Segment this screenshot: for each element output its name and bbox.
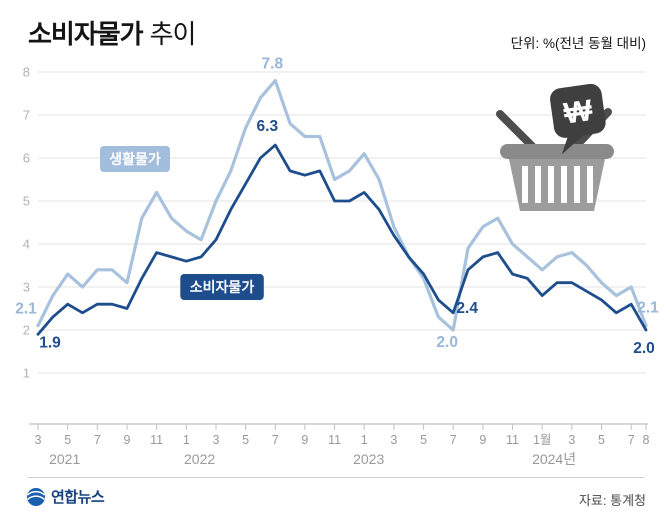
series-badge	[100, 146, 170, 172]
x-tick-label: 8	[643, 433, 650, 447]
won-symbol: ₩	[562, 94, 595, 131]
x-tick-label: 3	[35, 433, 42, 447]
x-tick-label: 7	[628, 433, 635, 447]
y-tick-label: 6	[23, 151, 30, 166]
y-tick-label: 1	[23, 366, 30, 381]
x-tick-label: 3	[568, 433, 575, 447]
basket-body	[509, 159, 605, 211]
series-badge-label: 소비자물가	[190, 279, 255, 295]
value-label: 7.8	[262, 56, 284, 73]
footer-divider	[28, 477, 644, 478]
year-label: 2022	[184, 451, 215, 467]
x-tick-label: 11	[150, 433, 163, 447]
series-badge-label: 생활물가	[109, 151, 161, 167]
y-tick-label: 2	[23, 323, 30, 338]
y-tick-label: 5	[23, 194, 30, 209]
series-line-living	[36, 78, 648, 332]
value-label: 2.1	[637, 300, 659, 317]
title-sub: 추이	[149, 19, 197, 49]
y-tick-label: 7	[23, 108, 30, 123]
x-tick-label: 3	[213, 433, 220, 447]
year-label: 2023	[353, 451, 384, 467]
y-tick-label: 3	[23, 280, 30, 295]
value-label: 6.3	[257, 118, 279, 135]
value-label: 1.9	[39, 334, 61, 351]
value-label: 2.0	[436, 334, 458, 351]
value-label: 2.1	[15, 301, 37, 318]
source-label: 자료: 통계청	[578, 493, 646, 508]
x-tick-label: 7	[272, 433, 279, 447]
year-label: 2024년	[532, 451, 576, 467]
y-tick-label: 8	[23, 65, 30, 80]
title-main: 소비자물가	[28, 19, 144, 49]
x-tick-label: 1월	[533, 433, 551, 447]
yonhap-globe-icon	[26, 487, 46, 506]
x-tick-label: 5	[598, 433, 605, 447]
x-tick-label: 5	[420, 433, 427, 447]
series-badge	[180, 274, 264, 300]
y-tick-label: 4	[23, 237, 30, 252]
won-speech-bubble: ₩	[550, 84, 606, 155]
unit-label: 단위: %(전년 동월 대비)	[510, 36, 646, 51]
x-tick-label: 7	[450, 433, 457, 447]
x-tick-label: 5	[242, 433, 249, 447]
x-tick-label: 11	[506, 433, 519, 447]
series-line-consumer	[36, 143, 648, 336]
x-tick-label: 1	[361, 433, 368, 447]
x-tick-label: 3	[390, 433, 397, 447]
basket-rim	[500, 144, 614, 159]
x-tick-label: 7	[94, 433, 101, 447]
x-tick-label: 5	[64, 433, 71, 447]
value-label: 2.0	[633, 340, 655, 357]
value-label: 2.4	[456, 300, 478, 317]
page-title: 소비자물가 추이	[28, 14, 197, 51]
year-label: 2021	[49, 451, 80, 467]
x-tick-label: 9	[301, 433, 308, 447]
x-tick-label: 9	[124, 433, 131, 447]
shopping-basket-icon: ₩	[496, 84, 614, 211]
yonhap-logo: 연합뉴스	[26, 486, 105, 507]
logo-text: 연합뉴스	[51, 489, 105, 506]
x-tick-label: 11	[328, 433, 341, 447]
x-tick-label: 1	[183, 433, 190, 447]
basket-slots	[522, 166, 593, 203]
x-tick-label: 9	[479, 433, 486, 447]
